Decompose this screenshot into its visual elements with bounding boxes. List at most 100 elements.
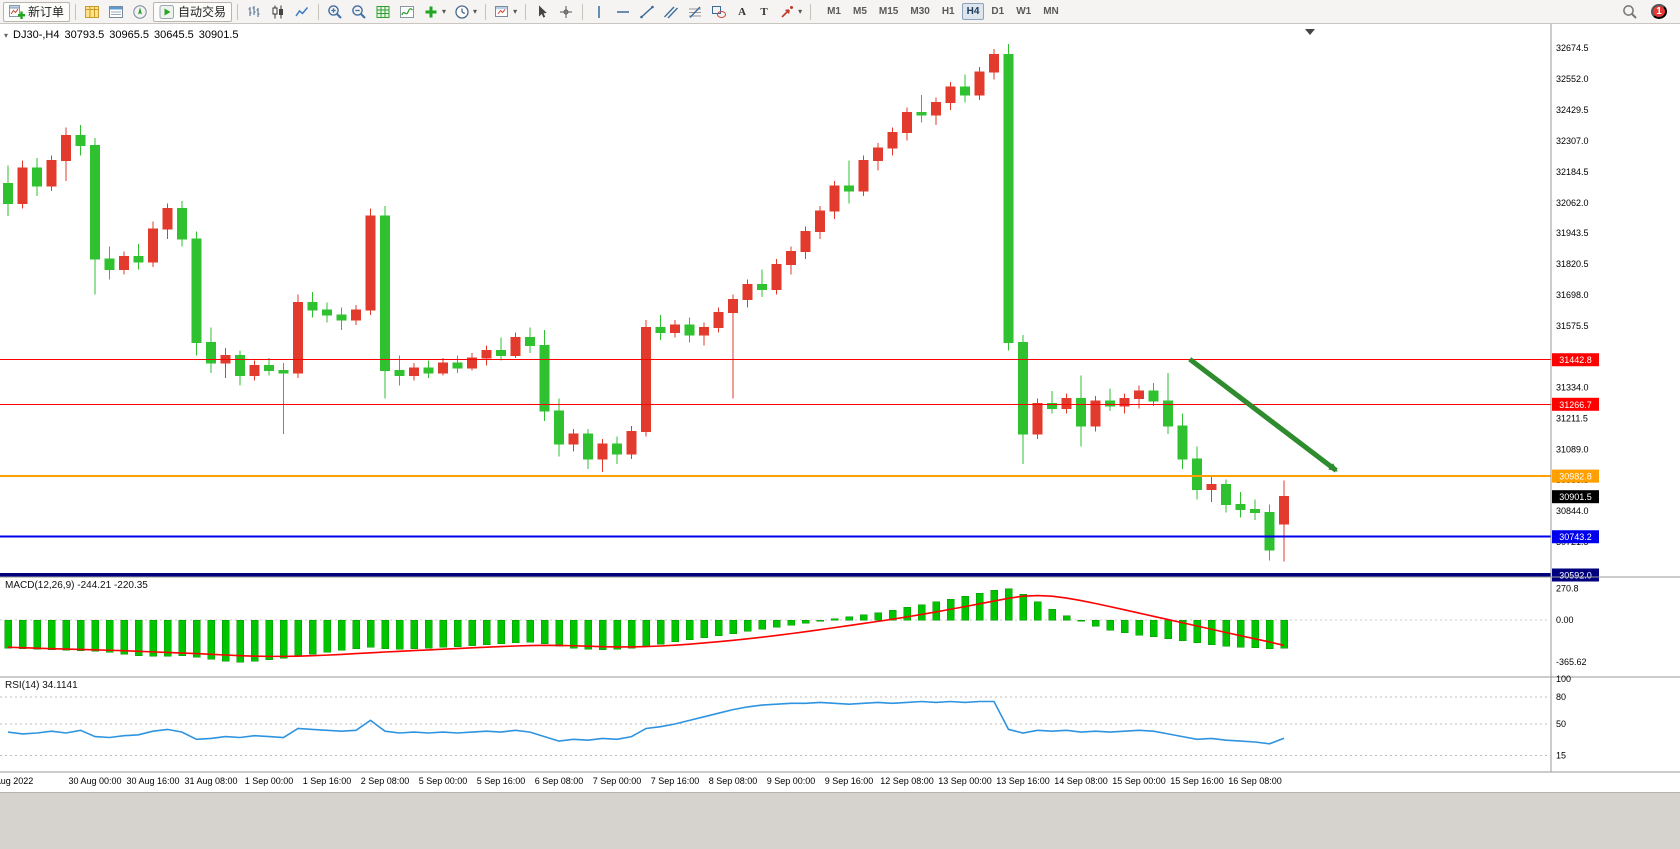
crosshair-icon	[558, 4, 574, 20]
bars-chart-button[interactable]	[243, 2, 265, 22]
vertical-line-button[interactable]	[588, 2, 610, 22]
svg-text:30844.0: 30844.0	[1556, 506, 1589, 516]
label-button[interactable]: T	[754, 2, 774, 22]
svg-text:7 Sep 16:00: 7 Sep 16:00	[651, 776, 700, 786]
close-value: 30901.5	[198, 29, 239, 41]
timeframe-button-m30[interactable]: M30	[905, 3, 934, 20]
new-order-label: 新订单	[28, 5, 65, 19]
cursor-button[interactable]	[531, 2, 553, 22]
svg-text:270.8: 270.8	[1556, 584, 1579, 594]
new-chart-icon	[494, 4, 510, 20]
bars-chart-icon	[246, 4, 262, 20]
text-icon: A	[738, 5, 747, 18]
shapes-icon	[711, 4, 727, 20]
svg-text:8 Sep 08:00: 8 Sep 08:00	[709, 776, 758, 786]
main-toolbar: 新订单 自动交易	[0, 0, 1680, 24]
svg-text:32062.0: 32062.0	[1556, 198, 1589, 208]
svg-text:31211.5: 31211.5	[1556, 413, 1588, 423]
shapes-button[interactable]	[708, 2, 730, 22]
svg-text:31442.8: 31442.8	[1559, 355, 1592, 365]
data-window-button[interactable]	[105, 2, 127, 22]
channel-icon	[663, 4, 679, 20]
chevron-down-icon: ▾	[473, 6, 478, 16]
panel-separators	[0, 24, 1680, 773]
low-value: 30645.5	[154, 29, 194, 41]
cursor-icon	[534, 4, 550, 20]
candles-chart-button[interactable]	[267, 2, 289, 22]
timeframe-group: M1 M5 M15 M30 H1 H4 D1 W1 MN	[821, 3, 1065, 20]
svg-text:32674.5: 32674.5	[1556, 43, 1589, 53]
rsi-line	[7, 700, 1285, 745]
new-chart-button[interactable]: ▾	[491, 2, 520, 22]
timeframe-button-mn[interactable]: MN	[1038, 3, 1064, 20]
new-order-button[interactable]: 新订单	[3, 1, 71, 22]
svg-text:32307.0: 32307.0	[1556, 136, 1589, 146]
line-chart-button[interactable]	[291, 2, 313, 22]
grid-icon	[375, 4, 391, 20]
macd-signal-line	[7, 594, 1285, 658]
trend-arrow	[1188, 357, 1338, 473]
add-indicator-icon	[423, 4, 439, 20]
svg-text:31266.7: 31266.7	[1559, 400, 1592, 410]
svg-text:30 Aug 00:00: 30 Aug 00:00	[68, 776, 121, 786]
grid-button[interactable]	[372, 2, 394, 22]
bottom-strip	[0, 792, 1680, 849]
trendline-button[interactable]	[636, 2, 658, 22]
macd-label: MACD(12,26,9) -244.21 -220.35	[5, 580, 148, 591]
horizontal-line-icon	[615, 4, 631, 20]
svg-text:31943.5: 31943.5	[1556, 228, 1589, 238]
fibonacci-icon	[687, 4, 703, 20]
toolbar-separator	[75, 3, 77, 20]
macd-histogram	[4, 588, 1288, 663]
data-window-icon	[108, 4, 124, 20]
fibonacci-button[interactable]	[684, 2, 706, 22]
arrows-button[interactable]: ▾	[776, 2, 805, 22]
toolbar-separator	[318, 3, 320, 20]
candles-layer	[3, 44, 1289, 562]
timeframe-button-h4[interactable]: H4	[961, 3, 985, 20]
svg-text:50: 50	[1556, 719, 1566, 729]
chart-canvas[interactable]: 32674.5 32552.0 32429.5 32307.0 32184.5 32062…	[0, 24, 1680, 792]
text-button[interactable]: A	[732, 2, 752, 22]
timeframe-button-m5[interactable]: M5	[848, 3, 872, 20]
horizontal-line-button[interactable]	[612, 2, 634, 22]
svg-text:30982.8: 30982.8	[1559, 472, 1592, 482]
svg-text:32184.5: 32184.5	[1556, 167, 1589, 177]
svg-text:9 Sep 00:00: 9 Sep 00:00	[767, 776, 816, 786]
notifications-badge[interactable]: 1	[1651, 4, 1667, 19]
svg-text:2 Sep 08:00: 2 Sep 08:00	[361, 776, 410, 786]
algo-trading-button[interactable]: 自动交易	[153, 1, 233, 22]
timeframe-button-w1[interactable]: W1	[1011, 3, 1036, 20]
symbol-marker-icon: ▾	[4, 30, 9, 40]
crosshair-button[interactable]	[555, 2, 577, 22]
svg-text:-365.62: -365.62	[1556, 657, 1587, 667]
channel-button[interactable]	[660, 2, 682, 22]
timeframes-clock-button[interactable]: ▾	[451, 2, 480, 22]
svg-text:80: 80	[1556, 692, 1566, 702]
label-icon: T	[760, 5, 768, 18]
navigator-icon	[132, 4, 148, 20]
svg-text:13 Sep 00:00: 13 Sep 00:00	[938, 776, 992, 786]
market-watch-button[interactable]	[81, 2, 103, 22]
timeframe-button-m1[interactable]: M1	[822, 3, 846, 20]
zoom-out-button[interactable]	[348, 2, 370, 22]
timeframe-button-h1[interactable]: H1	[937, 3, 960, 20]
svg-text:9 Sep 16:00: 9 Sep 16:00	[825, 776, 874, 786]
svg-text:100: 100	[1556, 674, 1571, 684]
svg-text:15 Sep 00:00: 15 Sep 00:00	[1112, 776, 1166, 786]
svg-text:1 Sep 16:00: 1 Sep 16:00	[303, 776, 352, 786]
svg-text:16 Sep 08:00: 16 Sep 08:00	[1228, 776, 1282, 786]
symbol-timeframe-label: DJ30-,H4	[13, 29, 60, 41]
indicators-button[interactable]	[396, 2, 418, 22]
search-button[interactable]	[1619, 2, 1641, 22]
shift-marker-icon	[1305, 29, 1315, 35]
zoom-in-button[interactable]	[324, 2, 346, 22]
add-indicator-button[interactable]: ▾	[420, 2, 449, 22]
timeframe-button-d1[interactable]: D1	[986, 3, 1009, 20]
timeframe-button-m15[interactable]: M15	[874, 3, 903, 20]
notification-count: 1	[1656, 6, 1662, 17]
svg-text:5 Sep 16:00: 5 Sep 16:00	[477, 776, 526, 786]
navigator-button[interactable]	[129, 2, 151, 22]
svg-text:7 Sep 00:00: 7 Sep 00:00	[593, 776, 642, 786]
